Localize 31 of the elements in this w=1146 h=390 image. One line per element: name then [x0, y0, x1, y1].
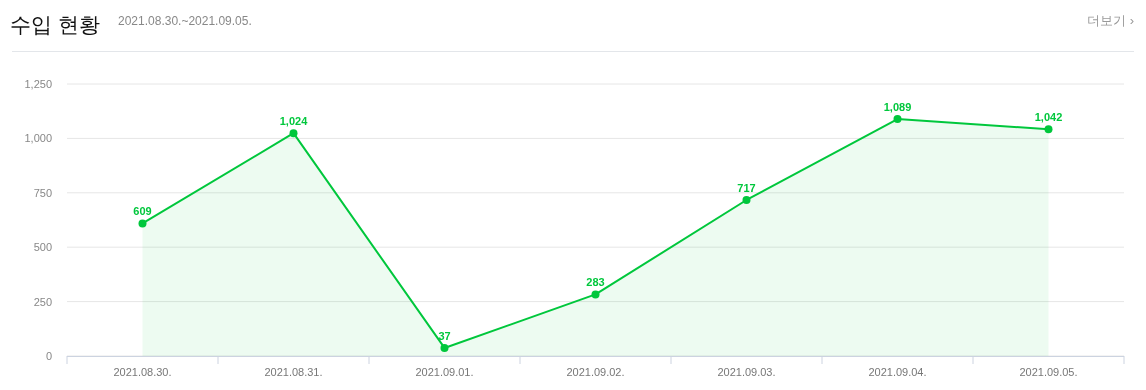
- y-tick-label: 500: [33, 241, 52, 254]
- data-label: 1,024: [279, 115, 309, 128]
- point: [289, 129, 298, 138]
- x-tick-label: 2021.09.05.: [1019, 366, 1078, 378]
- point: [742, 195, 751, 204]
- chart-subtitle: 2021.08.30.~2021.09.05.: [118, 14, 252, 28]
- point: [440, 343, 449, 352]
- point: [138, 219, 147, 228]
- point: [1044, 125, 1053, 134]
- y-tick-label: 1,250: [24, 78, 52, 90]
- x-tick-label: 2021.09.01.: [415, 366, 474, 378]
- x-tick-label: 2021.09.03.: [717, 366, 776, 378]
- y-tick-label: 1,000: [24, 132, 52, 145]
- text: 더보기 ›: [1087, 13, 1134, 28]
- x-tick-label: 2021.08.31.: [264, 366, 323, 378]
- y-tick-label: 250: [33, 295, 52, 308]
- point: [591, 290, 600, 299]
- x-tick-label: 2021.09.04.: [868, 366, 927, 378]
- y-tick-label: 750: [33, 186, 52, 199]
- data-label: 609: [133, 205, 152, 218]
- data-label: 717: [737, 181, 756, 194]
- chart-title: 수입 현황: [10, 13, 100, 36]
- data-label: 283: [586, 276, 605, 289]
- plot: 0 250 500 750 1,000 1,250 2021.08.30. 2021.08.31. 2021.09.01. 2021.09.02. 2021.09.03. 2021.09.04. 2021.09.05. 609 1,024 37 283 717 1,089 1,042: [24, 78, 1125, 378]
- data-label: 1,089: [883, 101, 912, 114]
- point: [893, 115, 902, 124]
- y-tick-label: 0: [45, 350, 52, 362]
- data-label: 1,042: [1034, 111, 1063, 124]
- x-tick-label: 2021.09.02.: [566, 366, 625, 378]
- data-label: 37: [438, 329, 451, 342]
- x-tick-label: 2021.08.30.: [113, 366, 172, 378]
